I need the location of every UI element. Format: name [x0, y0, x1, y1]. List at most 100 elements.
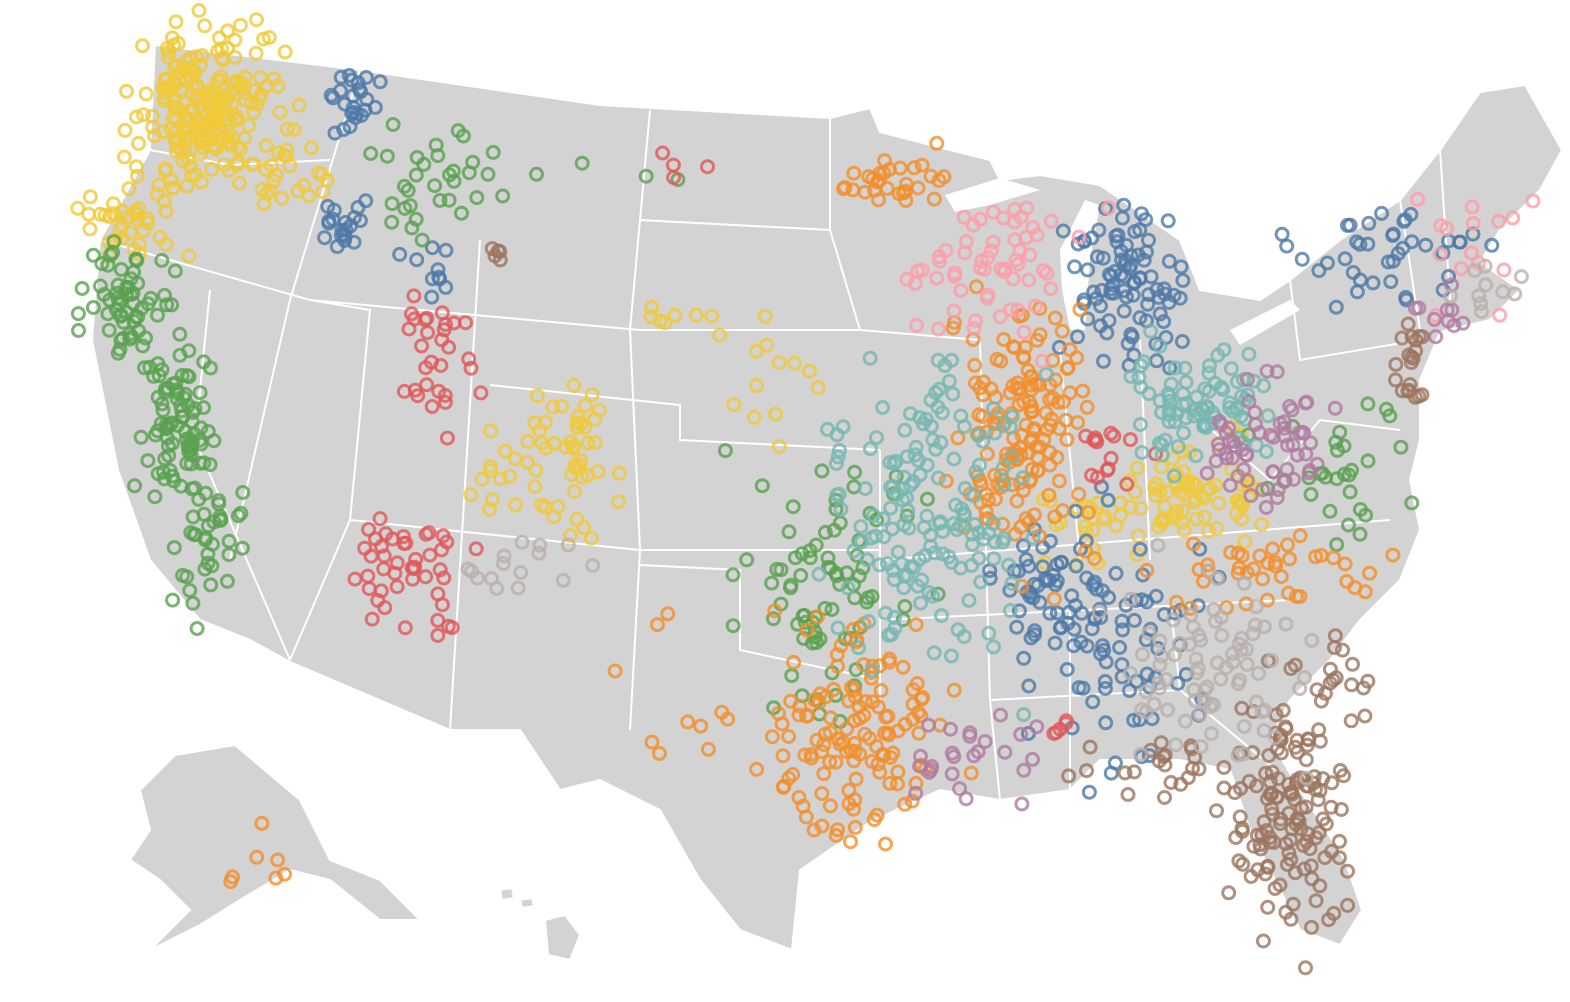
location-marker [914, 572, 930, 588]
location-marker [1262, 786, 1278, 802]
location-marker [1154, 447, 1170, 463]
location-marker [1005, 271, 1021, 287]
location-marker [1274, 226, 1290, 242]
location-marker [364, 611, 380, 627]
location-marker [1001, 557, 1017, 573]
location-marker [1213, 417, 1229, 433]
location-marker [1209, 803, 1224, 819]
location-marker [1132, 271, 1148, 287]
location-marker [314, 167, 330, 183]
location-marker [1349, 234, 1365, 250]
location-marker [510, 580, 526, 596]
location-marker [1247, 404, 1263, 420]
location-marker [1239, 641, 1254, 657]
location-marker [1193, 739, 1209, 755]
location-marker [1357, 708, 1373, 724]
location-marker [1185, 760, 1200, 776]
location-marker [237, 130, 253, 146]
location-marker [495, 188, 511, 204]
location-marker [1233, 781, 1249, 796]
location-marker [1282, 398, 1298, 414]
location-marker [1211, 495, 1227, 511]
location-marker [1150, 537, 1166, 553]
location-marker [1281, 845, 1297, 861]
location-marker [1025, 530, 1041, 546]
location-marker [193, 174, 209, 190]
location-marker [909, 317, 924, 333]
location-marker [410, 388, 426, 404]
location-marker [771, 355, 787, 371]
location-marker [270, 852, 286, 868]
points [70, 3, 1541, 976]
location-marker [840, 580, 856, 596]
location-marker [182, 440, 198, 456]
location-marker [473, 385, 489, 401]
location-marker [166, 93, 182, 109]
location-marker [1288, 588, 1304, 604]
location-marker [1253, 841, 1269, 857]
location-marker [159, 420, 175, 436]
location-marker [1152, 306, 1168, 322]
location-marker [1418, 237, 1434, 253]
location-marker [880, 708, 896, 724]
location-marker [154, 396, 170, 412]
location-marker [964, 526, 980, 542]
location-marker [1280, 437, 1295, 453]
location-marker [483, 423, 499, 439]
location-marker [1282, 551, 1297, 567]
location-marker [1016, 324, 1032, 340]
location-marker [244, 95, 260, 111]
location-marker [164, 297, 180, 313]
location-marker [968, 313, 984, 329]
location-marker [408, 167, 424, 183]
location-marker [1156, 314, 1172, 330]
location-marker [1059, 432, 1075, 448]
location-marker [890, 776, 905, 792]
location-marker [1119, 476, 1135, 492]
location-marker [396, 529, 411, 545]
location-marker [1441, 269, 1457, 284]
location-marker [913, 708, 929, 724]
location-marker [921, 717, 936, 733]
location-marker [1071, 486, 1087, 502]
location-marker [101, 322, 117, 338]
location-marker [1005, 378, 1021, 394]
location-marker [1300, 826, 1316, 842]
location-marker [830, 620, 846, 636]
location-marker [277, 44, 293, 60]
location-marker [918, 411, 934, 427]
location-marker [802, 543, 818, 559]
location-marker [864, 663, 880, 679]
location-marker [254, 815, 270, 831]
location-marker [173, 478, 189, 494]
location-marker [1352, 272, 1368, 288]
location-marker [1285, 896, 1301, 912]
location-marker [569, 512, 585, 527]
location-marker [227, 32, 243, 48]
location-marker [514, 534, 530, 550]
location-marker [1243, 488, 1259, 504]
location-marker [424, 289, 440, 305]
location-marker [817, 600, 833, 616]
location-marker [185, 509, 201, 525]
location-marker [926, 191, 942, 207]
location-marker [1303, 487, 1319, 502]
location-marker [1248, 599, 1264, 615]
location-marker [845, 182, 861, 198]
location-marker [720, 711, 736, 727]
location-marker [1089, 249, 1105, 265]
location-marker [528, 462, 544, 478]
location-marker [1284, 786, 1300, 802]
location-marker [1265, 464, 1281, 480]
location-marker [712, 327, 728, 343]
location-marker [837, 180, 853, 195]
location-marker [910, 263, 926, 279]
location-marker [767, 603, 783, 619]
location-marker [585, 558, 601, 573]
location-marker [774, 716, 790, 732]
location-marker [1123, 369, 1139, 385]
location-marker [866, 812, 882, 828]
location-marker [1058, 713, 1074, 729]
location-marker [1327, 628, 1343, 644]
location-marker [937, 358, 953, 374]
